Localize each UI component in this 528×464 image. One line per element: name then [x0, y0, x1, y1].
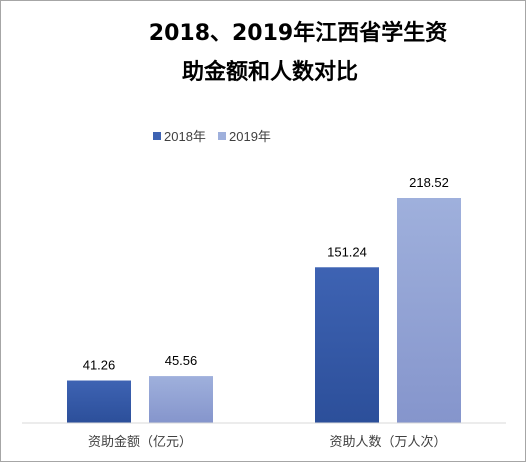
legend-label-2018: 2018年: [164, 129, 206, 144]
legend-swatch-2018: [153, 132, 161, 140]
chart-title-line1: 2018、2019年江西省学生资: [149, 20, 447, 46]
bar-2019-people: [397, 198, 461, 423]
category-label-amount: 资助金额（亿元）: [88, 434, 192, 450]
value-label-2018-amount: 41.26: [83, 358, 116, 373]
chart-title-line2: 助金额和人数对比: [182, 59, 358, 85]
legend-swatch-2019: [218, 132, 226, 140]
category-label-people: 资助人数（万人次）: [329, 434, 446, 450]
value-labels-group: 41.26 151.24 45.56 218.52: [83, 175, 449, 373]
bar-2018-amount: [67, 380, 131, 423]
legend: 2018年 2019年: [153, 129, 271, 144]
value-label-2018-people: 151.24: [327, 244, 367, 259]
bar-2019-amount: [149, 376, 213, 423]
legend-label-2019: 2019年: [229, 129, 271, 144]
value-label-2019-people: 218.52: [409, 175, 449, 190]
bar-2018-people: [315, 267, 379, 423]
bars-group: [67, 198, 461, 423]
value-label-2019-amount: 45.56: [165, 353, 198, 368]
